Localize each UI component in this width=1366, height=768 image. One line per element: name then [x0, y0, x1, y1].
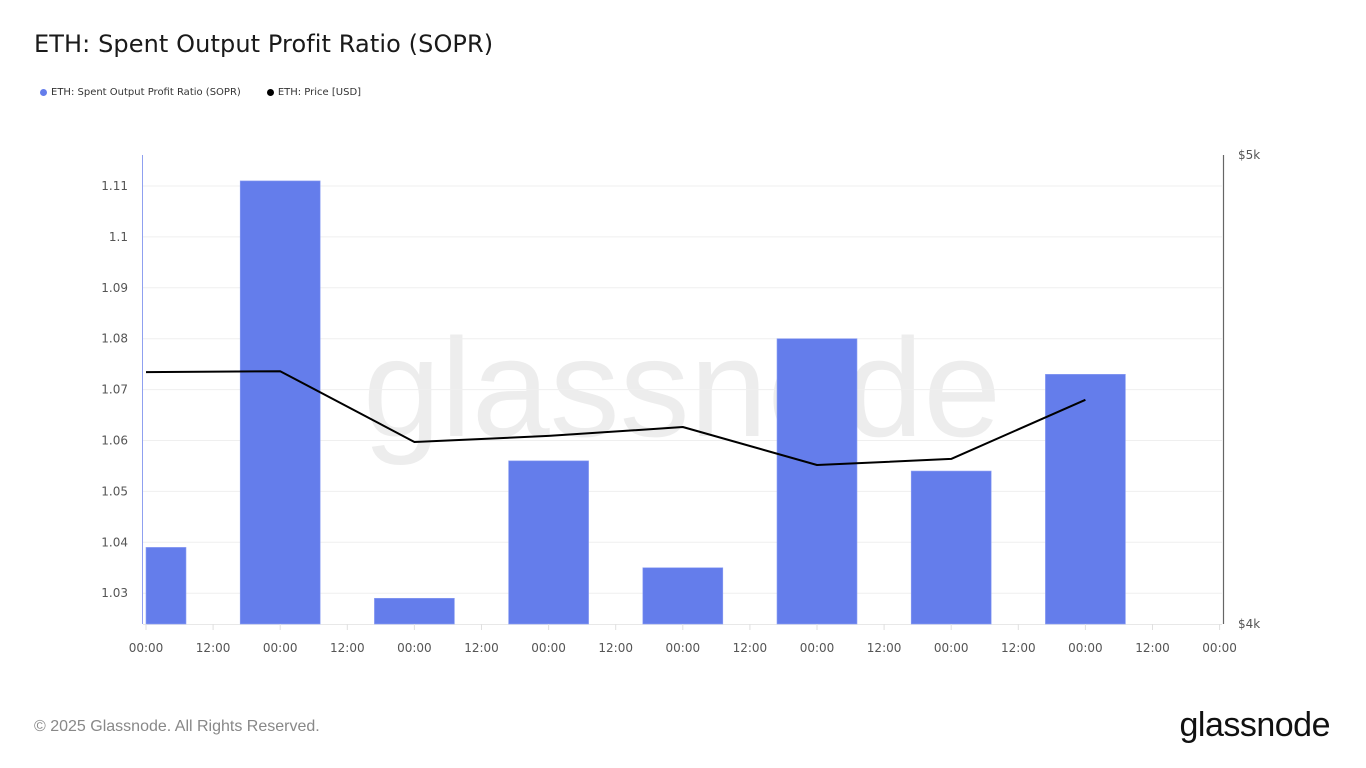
svg-text:00:00: 00:00 — [263, 641, 298, 655]
legend-dot-icon — [266, 89, 274, 96]
svg-text:1.05: 1.05 — [101, 484, 128, 498]
svg-text:1.09: 1.09 — [101, 281, 128, 295]
svg-text:12:00: 12:00 — [330, 641, 365, 655]
svg-text:1.04: 1.04 — [101, 535, 128, 549]
legend-item-sopr[interactable]: ETH: Spent Output Profit Ratio (SOPR) — [40, 87, 241, 98]
legend-item-price[interactable]: ETH: Price [USD] — [266, 87, 362, 98]
x-axis-labels: 00:00 12:00 00:00 12:00 00:00 12:00 00:00 12:00… — [129, 624, 1237, 655]
chart-area: glassnode 1.031.041.051.061.071.081.091.… — [101, 148, 1260, 655]
svg-text:12:00: 12:00 — [196, 641, 231, 655]
svg-text:$4k: $4k — [1238, 617, 1260, 631]
svg-text:12:00: 12:00 — [867, 641, 902, 655]
chart-title: ETH: Spent Output Profit Ratio (SOPR) — [34, 30, 494, 58]
svg-text:00:00: 00:00 — [666, 641, 701, 655]
copyright: © 2025 Glassnode. All Rights Reserved. — [34, 718, 320, 735]
legend: ETH: Spent Output Profit Ratio (SOPR) ET… — [40, 87, 361, 98]
svg-text:12:00: 12:00 — [1135, 641, 1170, 655]
watermark: glassnode — [363, 309, 1001, 466]
svg-text:1.08: 1.08 — [101, 332, 128, 346]
svg-text:12:00: 12:00 — [464, 641, 499, 655]
svg-text:12:00: 12:00 — [1001, 641, 1036, 655]
legend-dot-icon — [40, 89, 47, 96]
svg-text:00:00: 00:00 — [800, 641, 835, 655]
svg-text:1.1: 1.1 — [109, 230, 128, 244]
svg-text:1.03: 1.03 — [101, 586, 128, 600]
svg-text:1.07: 1.07 — [101, 383, 128, 397]
svg-text:1.11: 1.11 — [101, 179, 128, 193]
svg-text:$5k: $5k — [1238, 148, 1260, 162]
svg-text:00:00: 00:00 — [934, 641, 969, 655]
svg-text:12:00: 12:00 — [733, 641, 768, 655]
legend-label: ETH: Spent Output Profit Ratio (SOPR) — [51, 87, 241, 98]
brand-logo: glassnode — [1179, 706, 1330, 744]
svg-text:1.06: 1.06 — [101, 434, 128, 448]
right-axis-labels: $4k $5k — [1238, 148, 1260, 631]
svg-text:00:00: 00:00 — [397, 641, 432, 655]
svg-text:00:00: 00:00 — [129, 641, 164, 655]
price-line — [145, 370, 1086, 467]
legend-label: ETH: Price [USD] — [277, 87, 362, 98]
svg-text:00:00: 00:00 — [1202, 641, 1237, 655]
svg-text:12:00: 12:00 — [598, 641, 633, 655]
svg-text:00:00: 00:00 — [531, 641, 566, 655]
svg-text:00:00: 00:00 — [1068, 641, 1103, 655]
left-axis-labels: 1.03 1.04 1.05 1.06 1.07 1.08 1.09 1.1 1.11 — [101, 179, 128, 600]
